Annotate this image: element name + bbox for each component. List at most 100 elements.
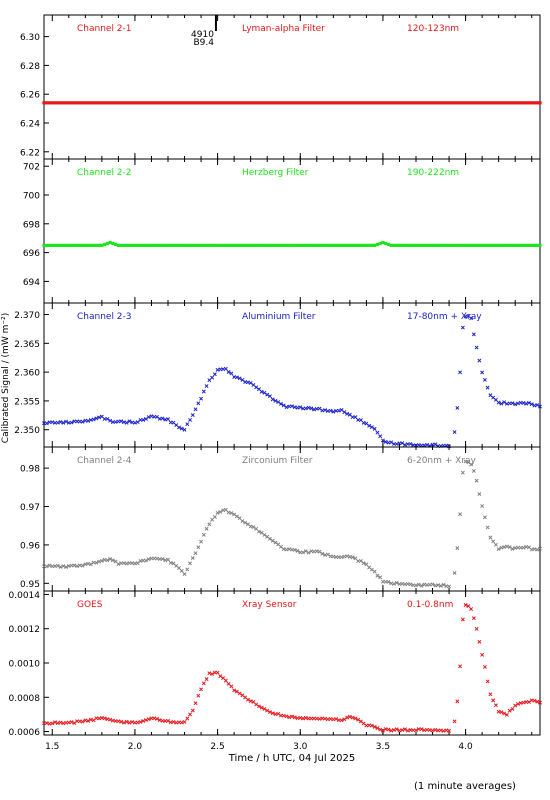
data-point — [483, 243, 487, 247]
y-tick-label: 0.0008 — [9, 694, 41, 704]
data-point — [323, 553, 328, 557]
data-point — [204, 101, 209, 105]
data-point — [369, 567, 374, 572]
data-point — [436, 101, 440, 105]
data-point — [455, 243, 459, 247]
data-point — [108, 557, 113, 561]
data-point — [471, 332, 476, 337]
data-point — [284, 101, 289, 105]
data-point — [488, 692, 493, 697]
data-point — [166, 243, 170, 247]
data-point — [210, 243, 214, 247]
data-point — [229, 101, 233, 105]
data-point — [271, 101, 275, 105]
x-tick-label: 3.5 — [376, 742, 390, 752]
data-point — [72, 101, 76, 105]
panel-band-label: 0.1-0.8nm — [407, 600, 453, 610]
data-point — [212, 515, 217, 519]
panel-band-label: 6-20nm + Xray — [407, 456, 477, 466]
data-point — [510, 243, 515, 247]
data-point — [508, 243, 512, 247]
panel-channel-label: Channel 2-3 — [77, 312, 132, 322]
data-point — [510, 706, 515, 711]
panel-2: 694 696 698 700 702 Channel 2-2 Herzberg Filte… — [23, 158, 542, 304]
data-point — [304, 243, 308, 247]
data-point — [309, 101, 313, 105]
panel-filter-label: Xray Sensor — [242, 600, 297, 610]
data-point — [215, 510, 220, 515]
data-point — [268, 243, 272, 247]
data-point — [44, 421, 49, 426]
data-point — [133, 243, 137, 247]
data-point — [406, 101, 410, 105]
data-point — [97, 415, 102, 420]
data-point — [94, 101, 98, 105]
data-point — [373, 243, 377, 247]
panel-filter-label: Aluminium Filter — [242, 312, 316, 322]
data-point — [196, 101, 200, 105]
data-point — [42, 101, 46, 105]
data-point — [127, 419, 132, 424]
data-point — [397, 101, 402, 105]
data-point — [226, 510, 231, 515]
data-point — [474, 345, 479, 350]
data-point — [356, 101, 360, 105]
data-point — [69, 101, 74, 105]
y-tick-label: 0.0006 — [9, 728, 41, 738]
data-point — [64, 419, 68, 424]
data-point — [499, 101, 504, 105]
data-point — [441, 728, 446, 733]
data-point — [256, 704, 261, 709]
data-point — [160, 556, 165, 561]
data-point — [417, 101, 421, 105]
data-point — [483, 101, 487, 105]
data-point — [463, 314, 468, 319]
data-point — [502, 711, 507, 716]
data-point — [281, 713, 286, 718]
data-point — [524, 101, 528, 105]
data-point — [373, 101, 377, 105]
data-point — [298, 243, 302, 247]
data-point — [491, 101, 495, 105]
data-point — [389, 440, 394, 445]
data-point — [44, 721, 49, 726]
data-point — [436, 243, 440, 247]
data-point — [78, 101, 82, 105]
data-point — [262, 243, 267, 247]
data-point — [169, 101, 173, 105]
data-point — [64, 565, 68, 570]
data-point — [268, 710, 272, 715]
data-point — [370, 243, 374, 247]
data-point — [309, 243, 313, 247]
data-point — [86, 243, 90, 247]
data-point — [122, 101, 126, 105]
data-point — [303, 715, 308, 720]
data-point — [375, 430, 380, 435]
data-point — [389, 243, 393, 247]
data-point — [367, 101, 371, 105]
data-point — [102, 716, 107, 721]
data-point — [369, 723, 374, 728]
data-point — [138, 243, 143, 247]
data-point — [532, 698, 537, 703]
data-point — [185, 422, 190, 427]
y-tick-label: 2.350 — [14, 426, 40, 436]
data-point — [469, 243, 473, 247]
data-point — [345, 243, 349, 247]
data-point — [383, 727, 388, 731]
data-point — [116, 101, 120, 105]
data-point — [353, 716, 358, 721]
data-point — [155, 414, 159, 419]
data-point — [223, 507, 228, 512]
y-tick-label: 698 — [23, 220, 40, 230]
data-point — [477, 243, 481, 247]
data-point — [100, 243, 104, 247]
data-point — [538, 101, 542, 105]
data-point — [460, 325, 465, 330]
data-point — [234, 689, 239, 694]
data-point — [389, 581, 394, 586]
data-point — [64, 101, 68, 105]
data-point — [141, 417, 146, 422]
data-point — [268, 536, 272, 541]
